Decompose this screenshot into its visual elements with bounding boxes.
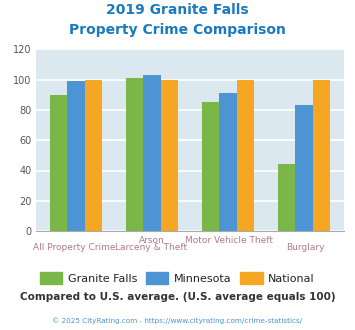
Bar: [219, 93, 237, 231]
Text: © 2025 CityRating.com - https://www.cityrating.com/crime-statistics/: © 2025 CityRating.com - https://www.city…: [53, 317, 302, 324]
Text: Property Crime Comparison: Property Crime Comparison: [69, 23, 286, 37]
Text: Burglary: Burglary: [286, 243, 325, 251]
Legend: Granite Falls, Minnesota, National: Granite Falls, Minnesota, National: [36, 268, 319, 288]
Bar: [237, 80, 254, 231]
Bar: [295, 106, 313, 231]
Text: 2019 Granite Falls: 2019 Granite Falls: [106, 3, 249, 17]
Bar: [278, 164, 295, 231]
Bar: [84, 80, 102, 231]
Bar: [126, 78, 143, 231]
Bar: [202, 102, 219, 231]
Text: All Property Crime: All Property Crime: [33, 243, 115, 251]
Bar: [67, 81, 84, 231]
Text: Arson: Arson: [138, 236, 164, 245]
Bar: [143, 75, 160, 231]
Bar: [50, 95, 67, 231]
Text: Compared to U.S. average. (U.S. average equals 100): Compared to U.S. average. (U.S. average …: [20, 292, 335, 302]
Bar: [160, 80, 178, 231]
Bar: [313, 80, 330, 231]
Text: Larceny & Theft: Larceny & Theft: [115, 243, 187, 251]
Text: Motor Vehicle Theft: Motor Vehicle Theft: [185, 236, 273, 245]
